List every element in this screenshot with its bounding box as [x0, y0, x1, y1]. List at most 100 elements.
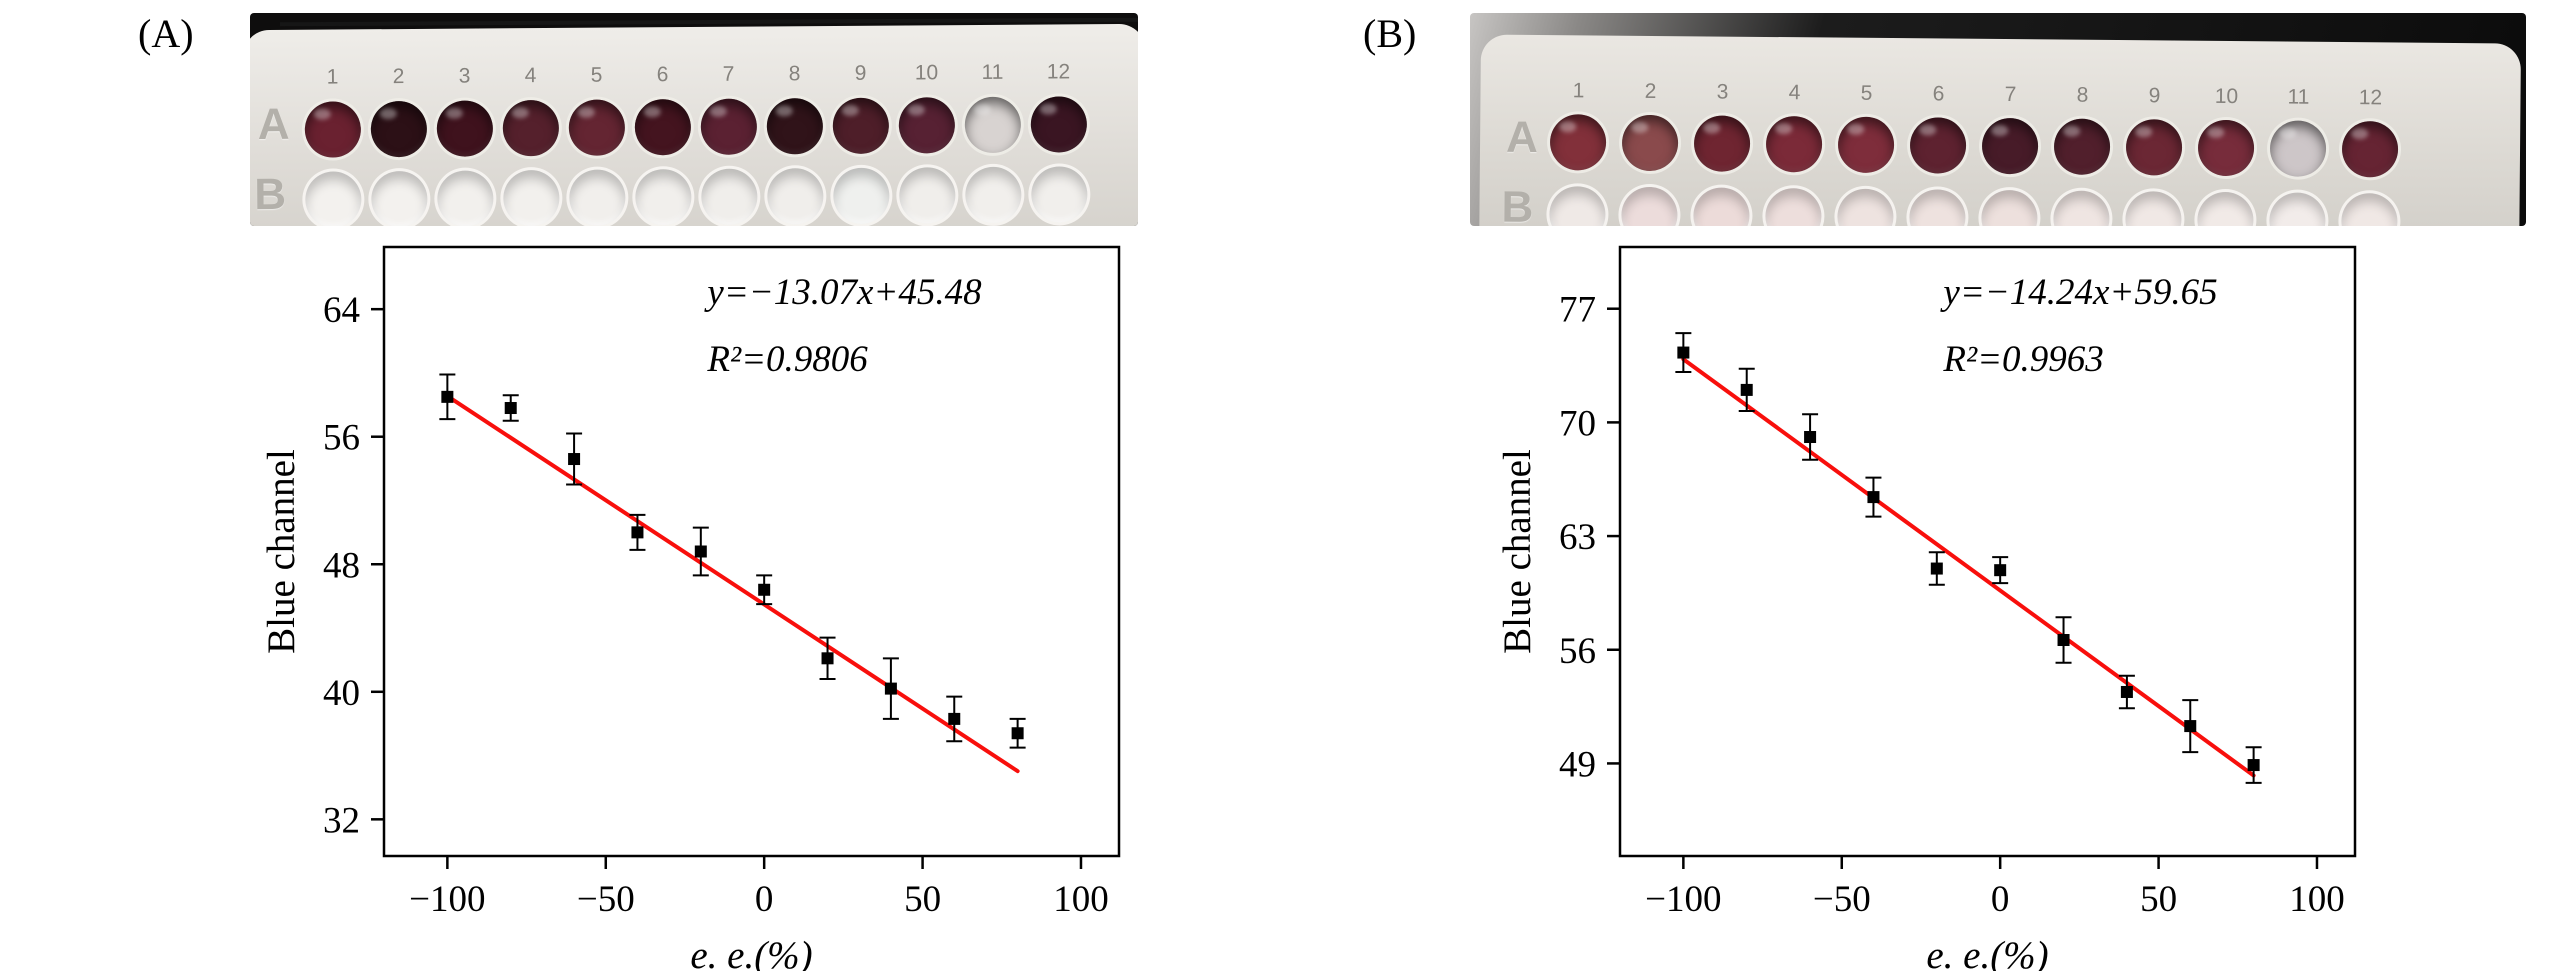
wellplate-row-a-wells — [1549, 114, 2399, 178]
panel-b-label: (B) — [1363, 11, 1417, 56]
column-number: 3 — [1716, 80, 1729, 104]
column-number: 1 — [1572, 79, 1585, 103]
data-point — [631, 526, 644, 539]
well-B6 — [635, 169, 692, 226]
data-point — [1867, 491, 1880, 504]
data-point — [948, 712, 961, 725]
data-point — [1994, 564, 2007, 577]
wellplate-column-numbers: 1 2 3 4 5 6 7 8 9 10 11 12 — [1550, 79, 2398, 110]
x-axis-label: e. e.(%) — [690, 934, 812, 971]
y-axis-label: Blue channel — [1496, 449, 1539, 654]
wellplate-row-label-b: B — [254, 169, 287, 220]
well-B11 — [2269, 192, 2326, 226]
well-A12 — [1030, 96, 1088, 153]
column-number: 11 — [2287, 85, 2310, 109]
well-A10 — [898, 97, 956, 154]
well-A10 — [2197, 119, 2255, 177]
fit-r-squared: R²=0.9806 — [706, 339, 868, 380]
y-tick-label: 70 — [1559, 403, 1596, 444]
column-number: 1 — [326, 65, 339, 89]
column-number: 2 — [1644, 79, 1657, 103]
well-A7 — [700, 98, 758, 155]
well-A6 — [1909, 117, 1967, 174]
data-point — [2184, 720, 2197, 733]
well-B2 — [371, 170, 428, 226]
well-B9 — [833, 167, 890, 225]
well-A7 — [1981, 117, 2039, 175]
fit-equation: y=−14.24x+59.65 — [1939, 272, 2217, 313]
well-A6 — [634, 99, 692, 156]
well-A8 — [2053, 118, 2111, 175]
y-axis-label: Blue channel — [260, 449, 303, 654]
well-B3 — [437, 170, 494, 226]
column-number: 8 — [788, 62, 801, 86]
data-point — [1011, 727, 1024, 740]
well-A12 — [2341, 120, 2399, 178]
well-B5 — [1837, 188, 1894, 226]
well-A11 — [2269, 120, 2327, 177]
y-tick-label: 56 — [323, 418, 360, 459]
column-number: 10 — [2214, 84, 2239, 109]
well-B11 — [965, 166, 1022, 224]
well-B3 — [1693, 187, 1750, 226]
well-A9 — [832, 97, 890, 155]
x-axis-label: e. e.(%) — [1926, 934, 2048, 971]
x-tick-label: 0 — [1991, 879, 2010, 920]
y-tick-label: 63 — [1559, 517, 1596, 558]
panel-a-chart: 32 40 48 56 64 −100 −50 0 50 100 y=−13.07x+45.48 R²… — [260, 245, 1121, 971]
well-B8 — [767, 168, 824, 225]
column-number: 4 — [1788, 81, 1801, 105]
well-B1 — [305, 171, 362, 226]
data-point — [2247, 759, 2260, 772]
well-B6 — [1909, 189, 1966, 226]
column-number: 7 — [2004, 83, 2017, 107]
well-B4 — [503, 169, 560, 226]
y-tick-label: 32 — [323, 800, 360, 841]
well-B9 — [2125, 191, 2182, 226]
wellplate-row-label-a: A — [1505, 112, 1539, 162]
data-point — [568, 453, 581, 466]
plot-frame — [1618, 245, 2357, 858]
x-tick-label: −50 — [577, 879, 635, 920]
column-number: 6 — [1932, 82, 1945, 106]
data-point — [694, 545, 707, 558]
well-B12 — [1031, 166, 1088, 223]
wellplate-row-label-b: B — [1501, 182, 1534, 226]
well-A5 — [1837, 116, 1895, 174]
data-point — [884, 682, 897, 695]
well-B12 — [2341, 192, 2398, 226]
well-A4 — [1765, 115, 1823, 173]
x-tick-label: 100 — [2289, 879, 2345, 920]
panel-a-wellplate-photo: 1 2 3 4 5 6 7 8 9 10 11 12 A B — [250, 13, 1138, 226]
data-point — [1740, 383, 1753, 396]
column-number: 6 — [656, 63, 669, 87]
column-number: 5 — [1860, 81, 1873, 105]
well-A3 — [436, 100, 494, 157]
panel-b-wellplate-photo: 1 2 3 4 5 6 7 8 9 10 11 12 A B — [1470, 13, 2526, 226]
well-A9 — [2125, 119, 2183, 176]
well-A4 — [502, 99, 560, 157]
data-point — [758, 583, 771, 596]
fit-equation: y=−13.07x+45.48 — [703, 272, 982, 313]
wellplate-row-b-wells — [305, 166, 1088, 226]
well-A11 — [964, 96, 1022, 154]
x-tick-label: 100 — [1053, 879, 1109, 920]
well-B7 — [701, 168, 758, 225]
column-number: 4 — [524, 64, 537, 88]
well-A3 — [1693, 115, 1751, 172]
x-tick-label: 50 — [904, 879, 941, 920]
column-number: 12 — [1046, 60, 1071, 84]
data-point — [2120, 685, 2133, 698]
well-A2 — [370, 100, 428, 158]
data-point — [1804, 431, 1817, 444]
column-number: 7 — [722, 62, 735, 86]
column-number: 11 — [981, 60, 1004, 84]
well-A1 — [304, 101, 362, 158]
column-number: 8 — [2076, 83, 2089, 107]
data-point — [1677, 346, 1690, 359]
fit-line — [445, 394, 1020, 774]
well-A5 — [568, 99, 626, 156]
data-point — [821, 652, 834, 665]
well-B5 — [569, 169, 626, 226]
column-number: 5 — [590, 63, 603, 87]
